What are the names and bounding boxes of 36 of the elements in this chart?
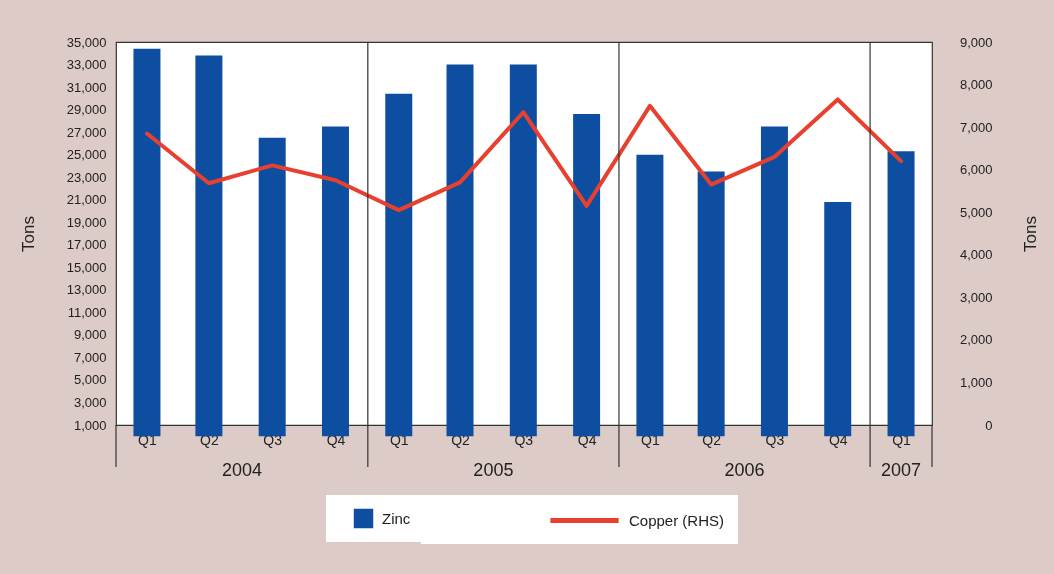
y-tick-label: 23,000 [66, 169, 107, 185]
y-tick-label: 29,000 [66, 102, 107, 118]
y2-tick-label: 4,000 [959, 247, 993, 263]
text: 2004 [221, 460, 262, 480]
y-tick-label: 21,000 [66, 192, 107, 208]
y2-tick-label: 9,000 [959, 34, 993, 50]
y-tick-label: 3,000 [73, 394, 107, 410]
y-tick-label: 35,000 [66, 34, 107, 50]
y2-tick-label: 7,000 [959, 119, 993, 135]
y2-tick-label: 1,000 [959, 374, 993, 390]
y-tick-label: 15,000 [66, 259, 107, 275]
y2-tick-label: 6,000 [959, 162, 993, 178]
y-tick-label: 13,000 [66, 282, 107, 298]
y-tick-label: 19,000 [66, 214, 107, 230]
y2-tick-label: 2,000 [959, 332, 993, 348]
y-tick-label: 31,000 [66, 79, 107, 95]
y-tick-label: 25,000 [66, 147, 107, 163]
y-tick-label: 27,000 [66, 124, 107, 140]
y-tick-label: 7,000 [73, 349, 107, 365]
legend-label: Copper (RHS) [629, 511, 725, 529]
y2-tick-label: 0 [985, 417, 993, 433]
y-tick-label: 33,000 [66, 57, 107, 73]
y-axis-title: Tons [18, 216, 38, 252]
y-tick-label: 9,000 [73, 327, 107, 343]
y-tick-label: 1,000 [73, 417, 107, 433]
text: 2006 [724, 460, 765, 480]
y2-tick-label: 5,000 [959, 204, 993, 220]
legend-label: Zinc [382, 509, 411, 527]
y-tick-label: 5,000 [73, 372, 107, 388]
y-tick-label: 11,000 [67, 304, 107, 320]
y2-axis-title: Tons [1020, 216, 1040, 252]
text: 2005 [473, 460, 514, 480]
y-tick-label: 17,000 [66, 237, 107, 253]
y2-tick-label: 8,000 [959, 77, 993, 93]
text: 2007 [881, 460, 922, 480]
y2-tick-label: 3,000 [959, 289, 993, 305]
